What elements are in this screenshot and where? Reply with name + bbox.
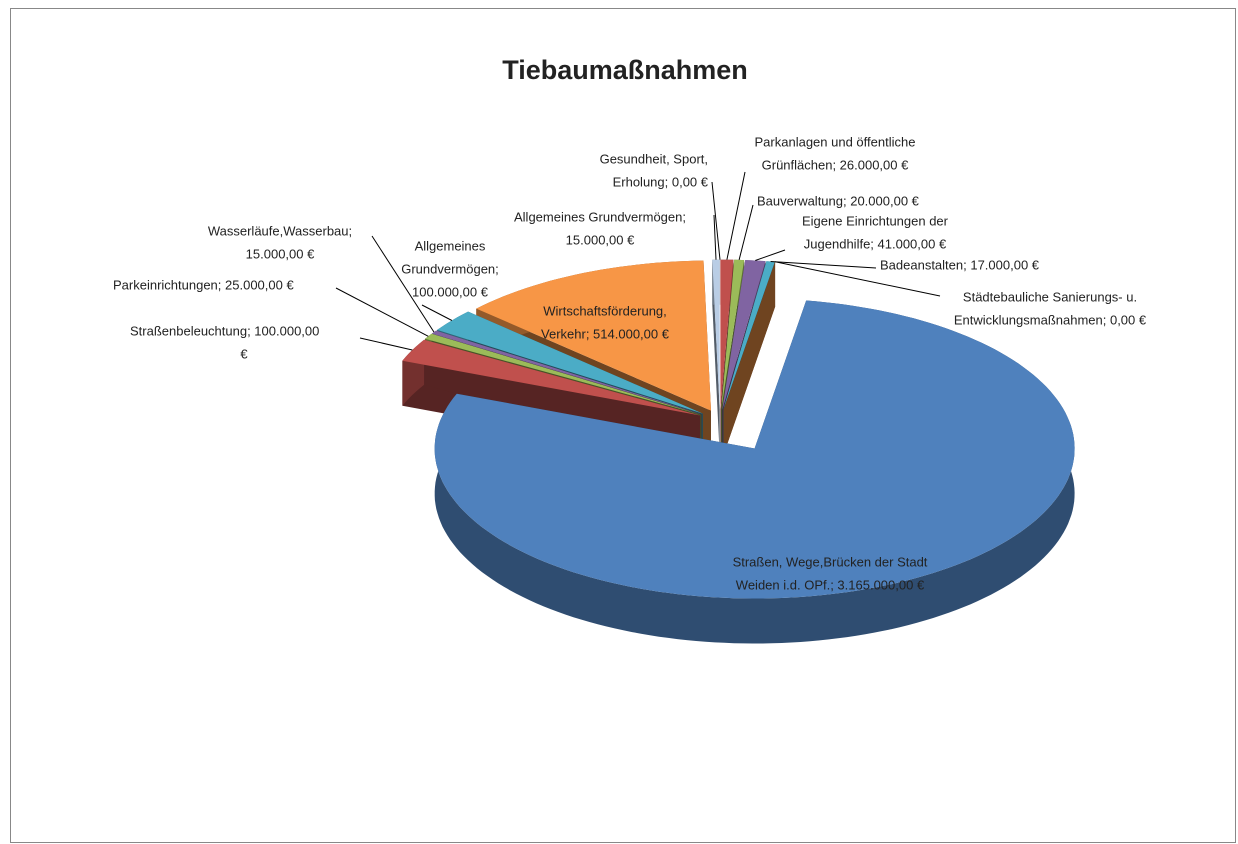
- data-label: Badeanstalten; 17.000,00 €: [880, 257, 1040, 272]
- data-label: 100.000,00 €: [412, 284, 489, 299]
- leader-line: [726, 171, 746, 260]
- data-label: Jugendhilfe; 41.000,00 €: [804, 236, 947, 251]
- slice: [722, 260, 766, 410]
- slice: [723, 261, 775, 410]
- slice-side: [723, 261, 776, 455]
- leader-line: [359, 337, 413, 351]
- slice: [712, 259, 720, 410]
- data-label: 15.000,00 €: [566, 232, 635, 247]
- slice: [437, 311, 703, 414]
- leader-line: [335, 287, 429, 337]
- slice: [721, 259, 745, 410]
- chart-title: Tiebaumaßnahmen: [502, 55, 748, 85]
- data-label: Straßen, Wege,Brücken der Stadt: [733, 554, 928, 569]
- leader-line: [711, 181, 721, 260]
- data-label: Parkanlagen und öffentliche: [755, 134, 916, 149]
- slice: [432, 330, 702, 415]
- slice: [425, 333, 702, 415]
- data-label: Wasserläufe,Wasserbau;: [208, 223, 352, 238]
- data-label: Grundvermögen;: [401, 261, 499, 276]
- data-label: Parkeinrichtungen; 25.000,00 €: [113, 277, 294, 292]
- data-label: Weiden i.d. OPf.; 3.165.000,00 €: [736, 577, 925, 592]
- slice: [476, 260, 711, 411]
- slice: [402, 339, 701, 416]
- leader-line: [774, 261, 941, 297]
- data-label: 15.000,00 €: [246, 246, 315, 261]
- leader-line: [770, 261, 877, 269]
- data-label: Bauverwaltung; 20.000,00 €: [757, 193, 920, 208]
- data-label: Eigene Einrichtungen der: [802, 213, 949, 228]
- leader-line: [738, 204, 754, 261]
- slice-side: [712, 259, 720, 455]
- data-label: Straßenbeleuchtung; 100.000,00: [130, 323, 319, 338]
- data-label: Entwicklungsmaßnahmen; 0,00 €: [954, 312, 1147, 327]
- data-label: Städtebauliche Sanierungs- u.: [963, 289, 1137, 304]
- slice: [434, 300, 1075, 599]
- data-label: Verkehr; 514.000,00 €: [541, 326, 670, 341]
- leader-line: [371, 235, 435, 333]
- data-label: Allgemeines Grundvermögen;: [514, 209, 686, 224]
- leader-line: [713, 214, 717, 260]
- data-label: Allgemeines: [415, 238, 486, 253]
- data-label: Wirtschaftsförderung,: [543, 303, 667, 318]
- slice: [720, 259, 734, 410]
- data-label: €: [240, 346, 248, 361]
- data-label: Gesundheit, Sport,: [600, 151, 708, 166]
- leader-line: [755, 249, 786, 261]
- leader-line: [421, 304, 453, 321]
- data-label: Grünflächen; 26.000,00 €: [762, 157, 909, 172]
- data-label: Erholung; 0,00 €: [613, 174, 709, 189]
